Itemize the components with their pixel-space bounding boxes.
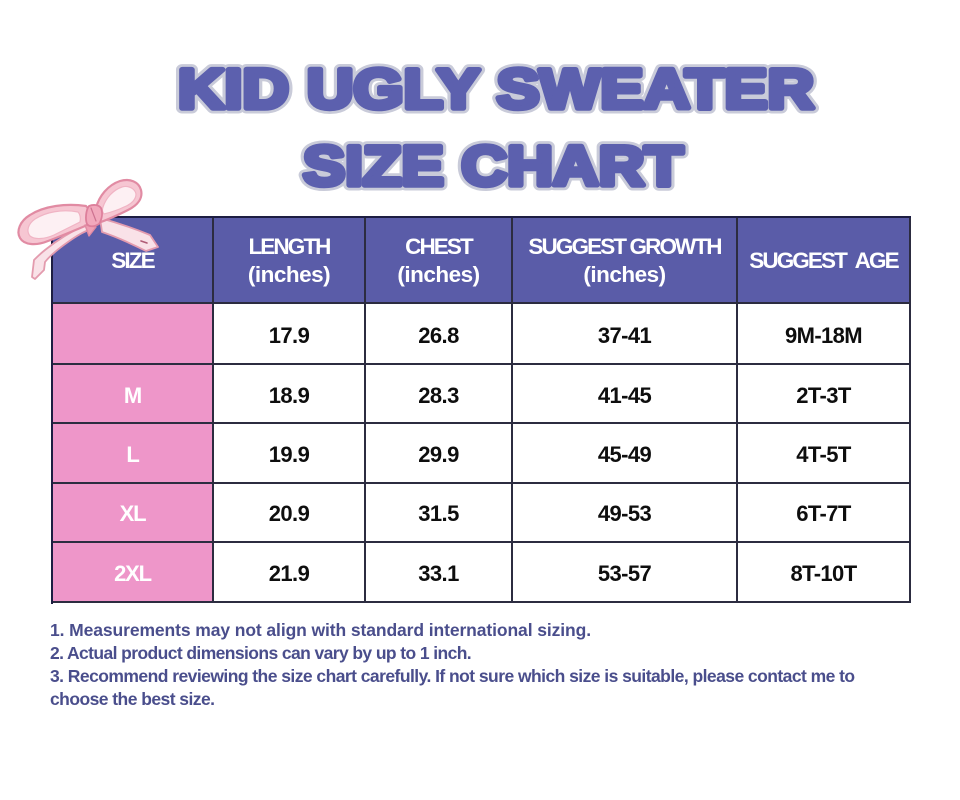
svg-text:KID UGLY SWEATER: KID UGLY SWEATER [178, 57, 814, 120]
svg-text:SIZE CHART: SIZE CHART [303, 134, 683, 197]
svg-text:SIZE CHART: SIZE CHART [303, 134, 683, 197]
svg-text:KID UGLY SWEATER: KID UGLY SWEATER [178, 57, 814, 120]
